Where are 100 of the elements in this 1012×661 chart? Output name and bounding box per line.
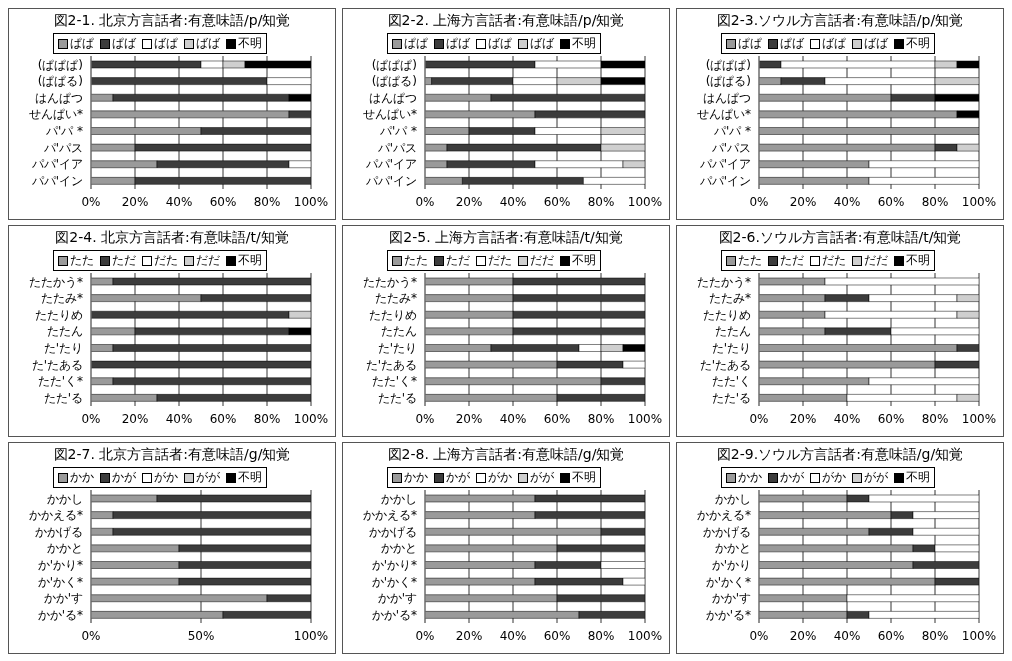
legend-label: 不明 [906, 252, 930, 269]
y-tick-label: せんぱい* [29, 107, 83, 122]
x-tick-label: 100% [961, 411, 997, 426]
x-tick-label: 40% [165, 411, 193, 426]
y-tick-label: パパ'イン [364, 173, 417, 188]
y-tick-label: た'たある [31, 357, 83, 372]
chart-title: 図2-9.ソウル方言話者:有意味語/g/知覚 [715, 445, 965, 464]
legend-label: かか [404, 469, 428, 486]
y-tick-label: たたりめ [35, 307, 83, 322]
legend-label: がか [154, 469, 178, 486]
legend-label: 不明 [238, 252, 262, 269]
y-tick-label: (ぱぱる) [371, 74, 417, 89]
y-tick-label: かか'す [43, 591, 83, 606]
y-tick-label: パ'パ * [712, 124, 751, 139]
x-tick-label: 100% [627, 628, 663, 643]
y-tick-label: かかと [715, 541, 751, 556]
legend-label: だた [154, 252, 178, 269]
legend-label: ただ [780, 252, 804, 269]
y-tick-label: パ'パ * [378, 124, 417, 139]
chart-title: 図2-5. 上海方言話者:有意味語/t/知覚 [388, 228, 624, 247]
x-tick-label: 40% [499, 411, 527, 426]
x-tick-label: 0% [749, 628, 769, 643]
y-tick-label: か'かり* [371, 558, 417, 573]
legend-label: ばぱ [154, 35, 178, 52]
legend-label: だた [822, 252, 846, 269]
legend-label: かか [70, 469, 94, 486]
legend-label: がが [530, 469, 554, 486]
y-tick-label: かかし [47, 491, 83, 506]
legend-label: だだ [530, 252, 554, 269]
y-tick-label: たたりめ [703, 307, 751, 322]
x-tick-label: 20% [789, 411, 817, 426]
y-tick-label: たた'く [711, 374, 751, 389]
x-tick-label: 0% [749, 411, 769, 426]
x-tick-label: 0% [81, 628, 101, 643]
y-tick-label: たたん [47, 324, 83, 339]
y-tick-label: (ぱぱる) [37, 74, 83, 89]
y-tick-label: かかし [381, 491, 417, 506]
x-tick-label: 0% [415, 194, 435, 209]
y-tick-label: たたかう* [29, 274, 83, 289]
chart-title: 図2-3.ソウル方言話者:有意味語/p/知覚 [715, 11, 965, 30]
x-tick-label: 40% [499, 628, 527, 643]
chart-title: 図2-4. 北京方言話者:有意味語/t/知覚 [54, 228, 290, 247]
legend-label: かが [780, 469, 804, 486]
y-tick-label: かか'る* [371, 607, 417, 622]
legend-label: ぱば [446, 35, 470, 52]
y-tick-label: せんぱい* [697, 107, 751, 122]
y-tick-label: たたん [381, 324, 417, 339]
y-tick-label: パパ'イア [364, 157, 417, 172]
x-tick-label: 60% [877, 194, 905, 209]
y-tick-label: た'たり [43, 341, 83, 356]
x-tick-label: 60% [543, 411, 571, 426]
legend-label: だた [488, 252, 512, 269]
y-tick-label: かかげる [369, 524, 417, 539]
legend-label: ばば [530, 35, 554, 52]
x-tick-label: 80% [921, 411, 949, 426]
legend-label: かが [112, 469, 136, 486]
legend-label: 不明 [238, 469, 262, 486]
legend-label: がか [488, 469, 512, 486]
chart-title: 図2-8. 上海方言話者:有意味語/g/知覚 [386, 445, 626, 464]
x-tick-label: 60% [209, 411, 237, 426]
y-tick-label: たた'く* [371, 374, 417, 389]
y-tick-label: たたみ* [375, 291, 417, 306]
y-tick-label: かかと [47, 541, 83, 556]
y-tick-label: か'かり [711, 558, 751, 573]
legend-label: ばぱ [822, 35, 846, 52]
legend-label: たた [404, 252, 428, 269]
y-tick-label: たた'る [711, 390, 751, 405]
chart-title: 図2-1. 北京方言話者:有意味語/p/知覚 [52, 11, 292, 30]
x-tick-label: 20% [789, 194, 817, 209]
x-tick-label: 80% [253, 194, 281, 209]
y-tick-label: はんぱつ [703, 90, 751, 105]
legend-label: だだ [196, 252, 220, 269]
chart-title: 図2-6.ソウル方言話者:有意味語/t/知覚 [717, 228, 963, 247]
x-tick-label: 60% [877, 411, 905, 426]
x-tick-label: 40% [833, 194, 861, 209]
x-tick-label: 100% [627, 411, 663, 426]
x-tick-label: 60% [877, 628, 905, 643]
x-tick-label: 100% [627, 194, 663, 209]
y-tick-label: はんぱつ [35, 90, 83, 105]
legend-label: がか [822, 469, 846, 486]
legend-label: 不明 [238, 35, 262, 52]
legend-label: ただ [112, 252, 136, 269]
x-tick-label: 0% [81, 411, 101, 426]
y-tick-label: か'かく* [705, 574, 751, 589]
legend-label: 不明 [906, 469, 930, 486]
legend-label: 不明 [906, 35, 930, 52]
y-tick-label: パ'パス [376, 140, 417, 155]
y-tick-label: かかと [381, 541, 417, 556]
x-tick-label: 40% [165, 194, 193, 209]
legend-label: 不明 [572, 35, 596, 52]
y-tick-label: た'たり [711, 341, 751, 356]
y-tick-label: たたみ* [41, 291, 83, 306]
x-tick-label: 60% [209, 194, 237, 209]
legend-label: がが [864, 469, 888, 486]
legend-label: がが [196, 469, 220, 486]
y-tick-label: か'かく* [371, 574, 417, 589]
x-tick-label: 80% [587, 194, 615, 209]
y-tick-label: たたかう* [363, 274, 417, 289]
legend-label: かが [446, 469, 470, 486]
legend-label: たた [738, 252, 762, 269]
